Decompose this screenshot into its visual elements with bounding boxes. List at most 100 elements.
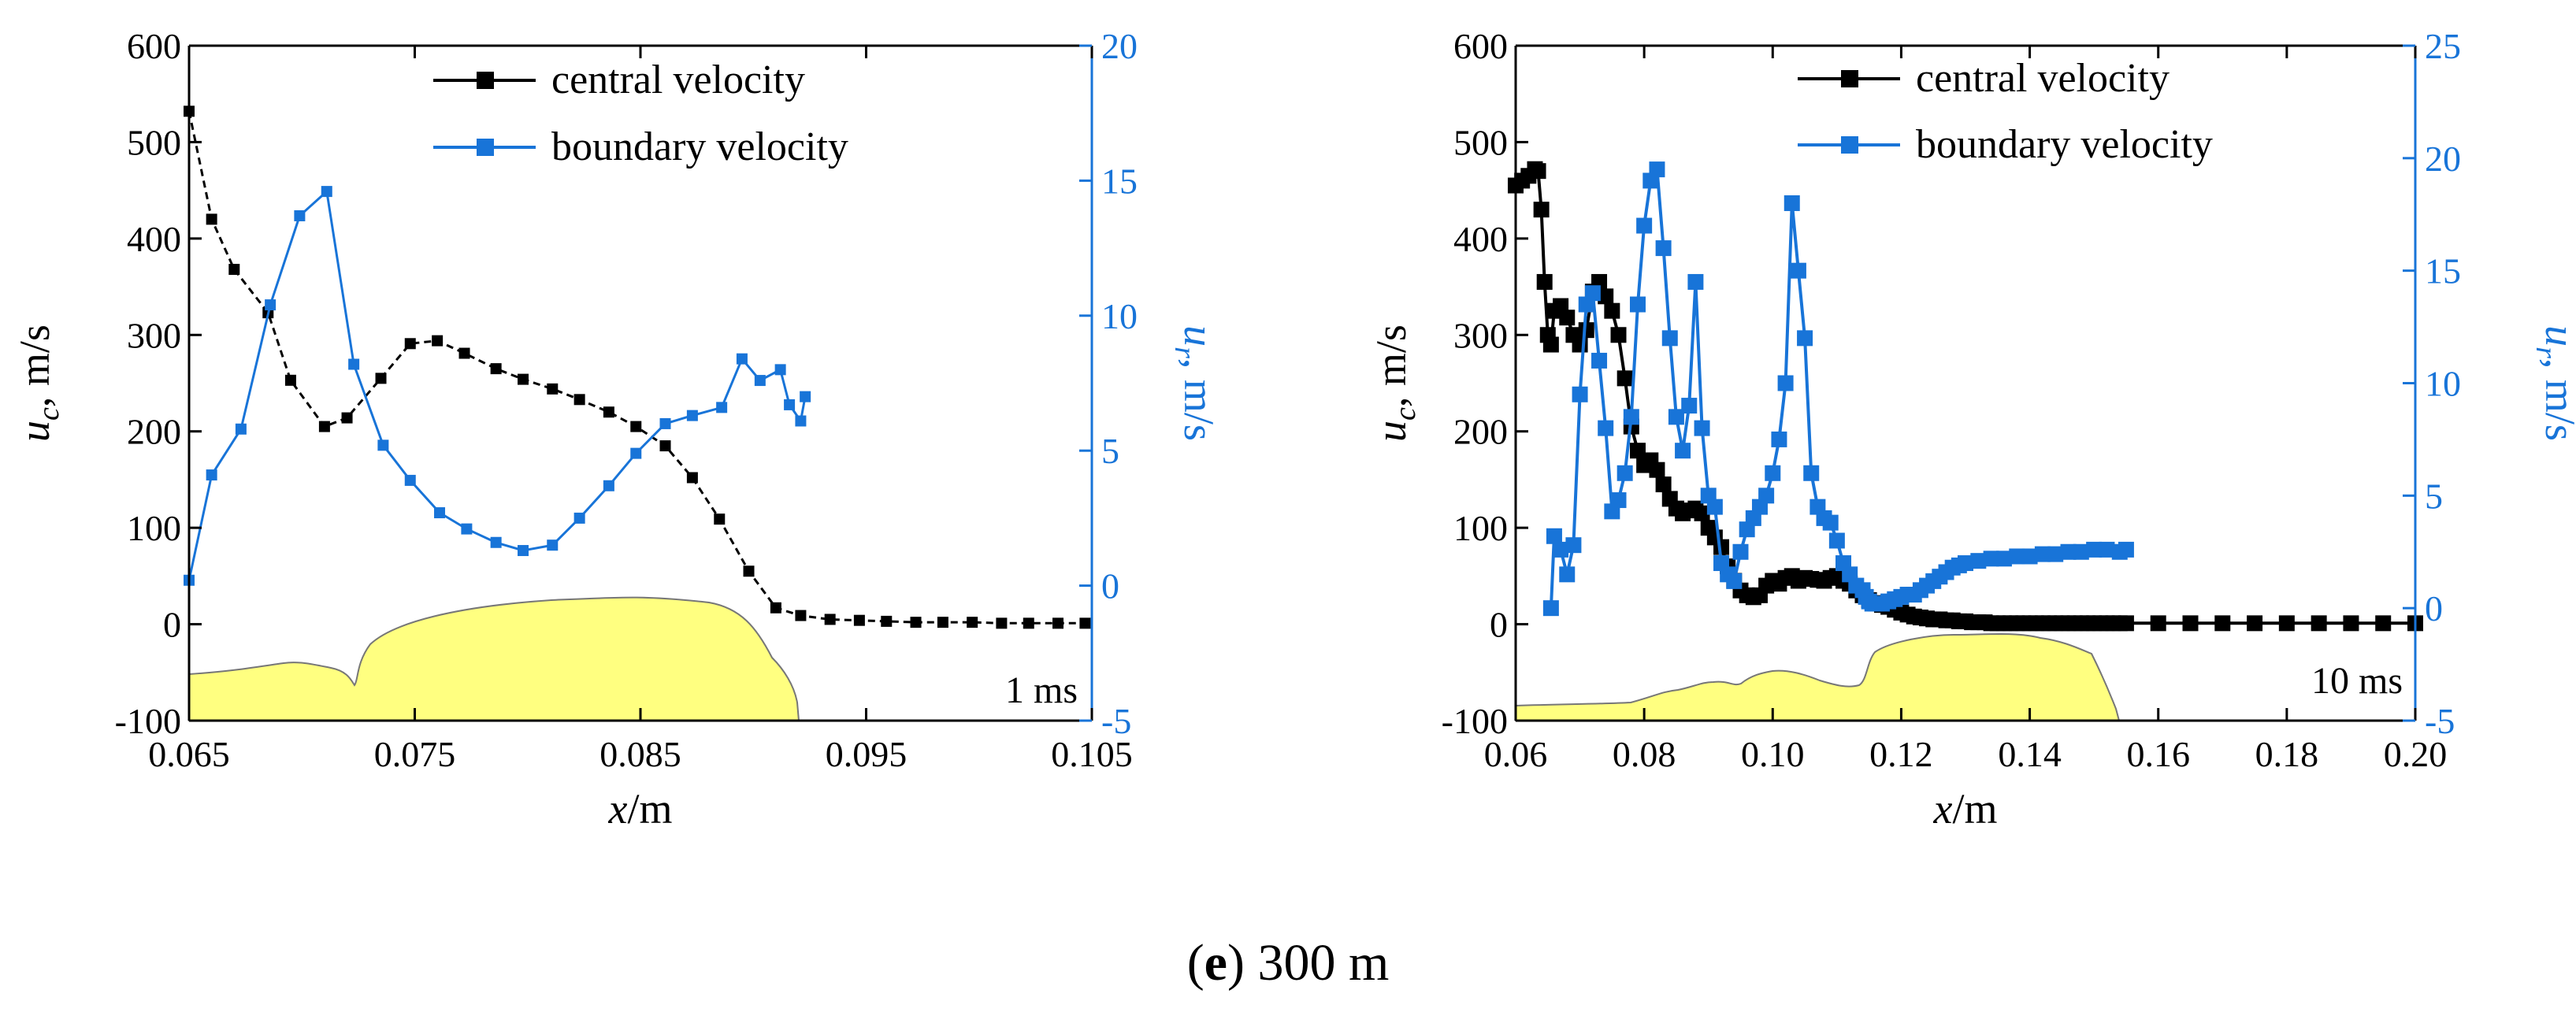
boundary-velocity-point xyxy=(518,545,529,557)
legend-boundary-marker xyxy=(477,139,494,156)
boundary-velocity-point xyxy=(1822,514,1839,531)
boundary-velocity-point xyxy=(1572,386,1588,402)
y2-axis-title: ur, m/s xyxy=(1168,325,1223,441)
y2-tick-label: 0 xyxy=(2425,588,2443,628)
central-velocity-point xyxy=(853,614,865,626)
central-velocity-point xyxy=(1713,539,1730,555)
x-tick-label: 0.06 xyxy=(1484,734,1548,774)
y2-tick-label: -5 xyxy=(1101,701,1131,741)
central-velocity-point xyxy=(2311,615,2327,632)
cavity-shape xyxy=(188,596,800,721)
boundary-velocity-point xyxy=(1958,555,1973,572)
boundary-velocity-point xyxy=(2021,548,2038,565)
boundary-velocity-point xyxy=(2086,541,2103,558)
central-velocity-point xyxy=(284,374,296,386)
central-velocity-point xyxy=(2375,615,2392,632)
boundary-velocity-point xyxy=(1771,431,1787,447)
chart-10ms: 0.06 0.08 0.10 0.12 0.14 0.16 0.18 0.20-1000100… xyxy=(1368,26,2576,832)
central-velocity-point xyxy=(2150,615,2166,632)
y2-axis-title-var: u xyxy=(2537,325,2576,347)
x-tick-label: 0.08 xyxy=(1613,734,1676,774)
x-tick-label: 0.20 xyxy=(2384,734,2448,774)
boundary-velocity-point xyxy=(1706,499,1723,515)
y-tick-label: 600 xyxy=(1453,26,1508,66)
central-velocity-point xyxy=(2343,615,2359,632)
boundary-velocity-point xyxy=(1995,551,2012,567)
central-velocity-point xyxy=(1629,443,1646,459)
central-velocity-point xyxy=(743,565,755,577)
central-velocity-point xyxy=(2182,615,2199,632)
boundary-velocity-point xyxy=(1610,492,1627,509)
central-velocity-point xyxy=(2278,615,2295,632)
boundary-velocity-point xyxy=(265,299,277,311)
legend-boundary-label: boundary velocity xyxy=(1916,122,2213,167)
boundary-velocity-point xyxy=(2118,541,2134,558)
y2-tick-label: 5 xyxy=(1101,431,1119,471)
boundary-velocity-point xyxy=(784,399,796,410)
central-velocity-point xyxy=(1559,310,1576,326)
x-tick-label: 0.065 xyxy=(148,734,230,774)
boundary-velocity-point xyxy=(2099,541,2115,558)
figure-caption: (e) 300 m xyxy=(0,933,2576,993)
y-tick-label: -100 xyxy=(1442,701,1508,741)
y-tick-label: 600 xyxy=(127,26,181,66)
boundary-velocity-point xyxy=(659,417,671,429)
legend-central-label: central velocity xyxy=(1916,56,2170,101)
y-axis-title-sub: c xyxy=(32,407,65,421)
boundary-velocity-point xyxy=(1616,465,1633,481)
central-velocity-point xyxy=(1598,288,1614,305)
boundary-velocity-point xyxy=(348,358,360,370)
y2-tick-label: 15 xyxy=(1101,161,1138,201)
x-axis-title-var: x xyxy=(1933,785,1953,832)
y2-tick-label: 10 xyxy=(1101,296,1138,336)
boundary-velocity-point xyxy=(1559,566,1576,583)
boundary-velocity-point xyxy=(294,209,306,221)
central-velocity-point xyxy=(1079,617,1091,629)
boundary-velocity-point xyxy=(377,439,389,451)
central-velocity-point xyxy=(432,335,444,347)
y2-tick-label: 10 xyxy=(2425,364,2461,404)
boundary-velocity-point xyxy=(1784,195,1800,211)
caption-close-paren: ) xyxy=(1227,934,1245,992)
y-axis-title-var: u xyxy=(11,421,58,442)
boundary-velocity-point xyxy=(206,469,217,481)
central-velocity-point xyxy=(547,383,559,395)
y-axis-title: uc, m/s xyxy=(11,324,65,442)
boundary-velocity-point xyxy=(2034,546,2051,562)
boundary-velocity-point xyxy=(795,415,807,427)
central-velocity-point xyxy=(2214,615,2231,632)
boundary-velocity-point xyxy=(1803,465,1820,481)
legend-central-marker xyxy=(477,72,494,89)
legend-central-label: central velocity xyxy=(551,57,805,102)
y-axis-title: uc, m/s xyxy=(1368,324,1422,442)
central-velocity-point xyxy=(1649,462,1665,478)
boundary-velocity-point xyxy=(1636,217,1653,234)
boundary-velocity-point xyxy=(736,353,748,365)
y2-tick-label: 5 xyxy=(2425,476,2443,516)
central-velocity-point xyxy=(659,440,671,452)
y-tick-label: 400 xyxy=(127,219,181,259)
central-velocity-point xyxy=(1052,617,1064,629)
boundary-velocity-point xyxy=(1584,285,1601,302)
x-tick-label: 0.10 xyxy=(1741,734,1805,774)
boundary-velocity-point xyxy=(1542,600,1559,617)
central-velocity-point xyxy=(404,338,416,350)
central-velocity-point xyxy=(573,394,585,406)
x-axis-title: x/m xyxy=(608,785,673,832)
central-velocity-point xyxy=(1610,327,1627,343)
boundary-velocity-point xyxy=(1970,553,1987,569)
y2-tick-label: 15 xyxy=(2425,251,2461,291)
central-velocity-point xyxy=(1530,163,1546,180)
boundary-velocity-line xyxy=(187,189,807,581)
boundary-velocity-point xyxy=(686,410,698,421)
central-velocity-point xyxy=(795,610,807,621)
boundary-velocity-point xyxy=(1655,240,1672,257)
x-tick-label: 0.075 xyxy=(374,734,456,774)
y-tick-label: 500 xyxy=(127,122,181,162)
central-velocity-point xyxy=(318,421,330,432)
x-tick-label: 0.095 xyxy=(826,734,908,774)
y-axis-title-unit: , m/s xyxy=(1368,324,1415,407)
central-velocity-point xyxy=(375,373,387,384)
central-velocity-point xyxy=(770,602,781,614)
